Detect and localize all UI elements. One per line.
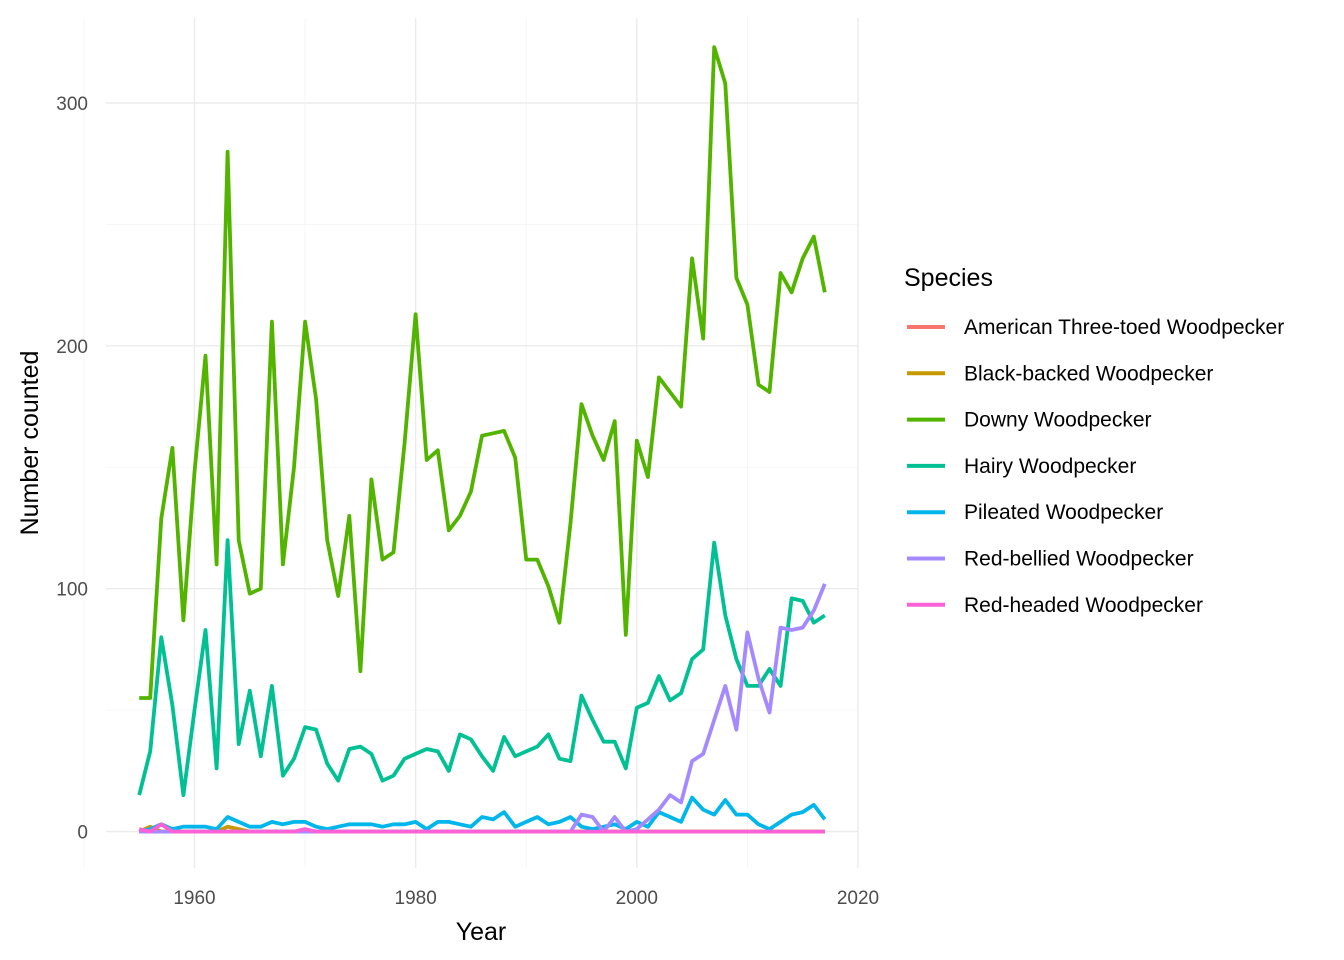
legend-label: Red-headed Woodpecker: [964, 594, 1203, 617]
x-axis-tick-labels: 1960 1980 2000 2020: [173, 888, 879, 909]
legend: Species American Three-toed Woodpecker Bl…: [904, 264, 1284, 617]
series-line-hairy-woodpecker: [137, 538, 826, 797]
legend-label: Hairy Woodpecker: [964, 455, 1136, 478]
y-tick-label: 300: [56, 94, 88, 115]
y-tick-label: 100: [56, 580, 88, 601]
series-line-pileated-woodpecker: [138, 795, 827, 834]
series-line-red-headed-woodpecker: [138, 822, 825, 834]
legend-label: Pileated Woodpecker: [964, 501, 1163, 524]
series-lines: [137, 45, 827, 834]
series-line-red-bellied-woodpecker: [139, 583, 827, 834]
series-line-downy-woodpecker: [139, 45, 827, 700]
legend-label: American Three-toed Woodpecker: [964, 316, 1284, 339]
legend-label: Red-bellied Woodpecker: [964, 548, 1194, 571]
y-tick-label: 200: [56, 337, 88, 358]
x-tick-label: 1960: [173, 888, 215, 909]
legend-label: Downy Woodpecker: [964, 409, 1152, 432]
legend-label: Black-backed Woodpecker: [964, 362, 1213, 385]
x-tick-label: 2020: [837, 888, 879, 909]
y-axis-title: Number counted: [16, 351, 44, 536]
x-axis-title: Year: [456, 918, 507, 946]
legend-title: Species: [904, 264, 993, 292]
x-tick-label: 2000: [616, 888, 658, 909]
x-tick-label: 1980: [395, 888, 437, 909]
y-axis-tick-labels: 0 100 200 300: [56, 94, 88, 844]
y-tick-label: 0: [77, 823, 88, 844]
